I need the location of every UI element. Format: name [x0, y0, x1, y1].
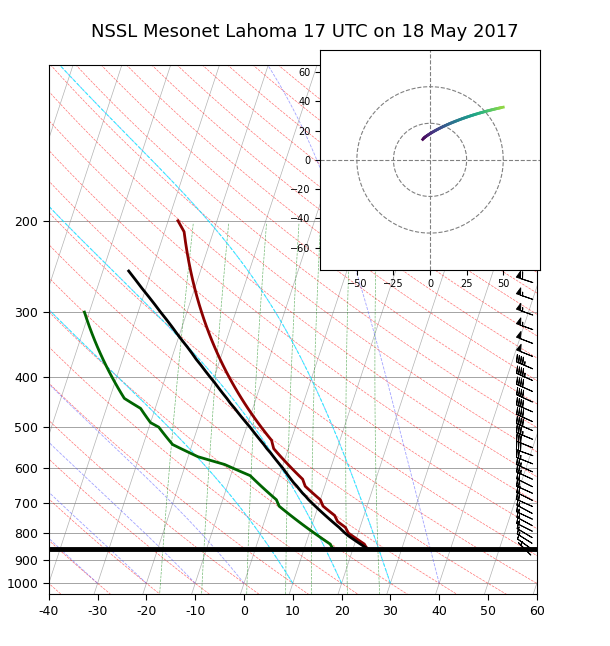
- Text: NSSL Mesonet Lahoma 17 UTC on 18 May 2017: NSSL Mesonet Lahoma 17 UTC on 18 May 201…: [91, 23, 519, 41]
